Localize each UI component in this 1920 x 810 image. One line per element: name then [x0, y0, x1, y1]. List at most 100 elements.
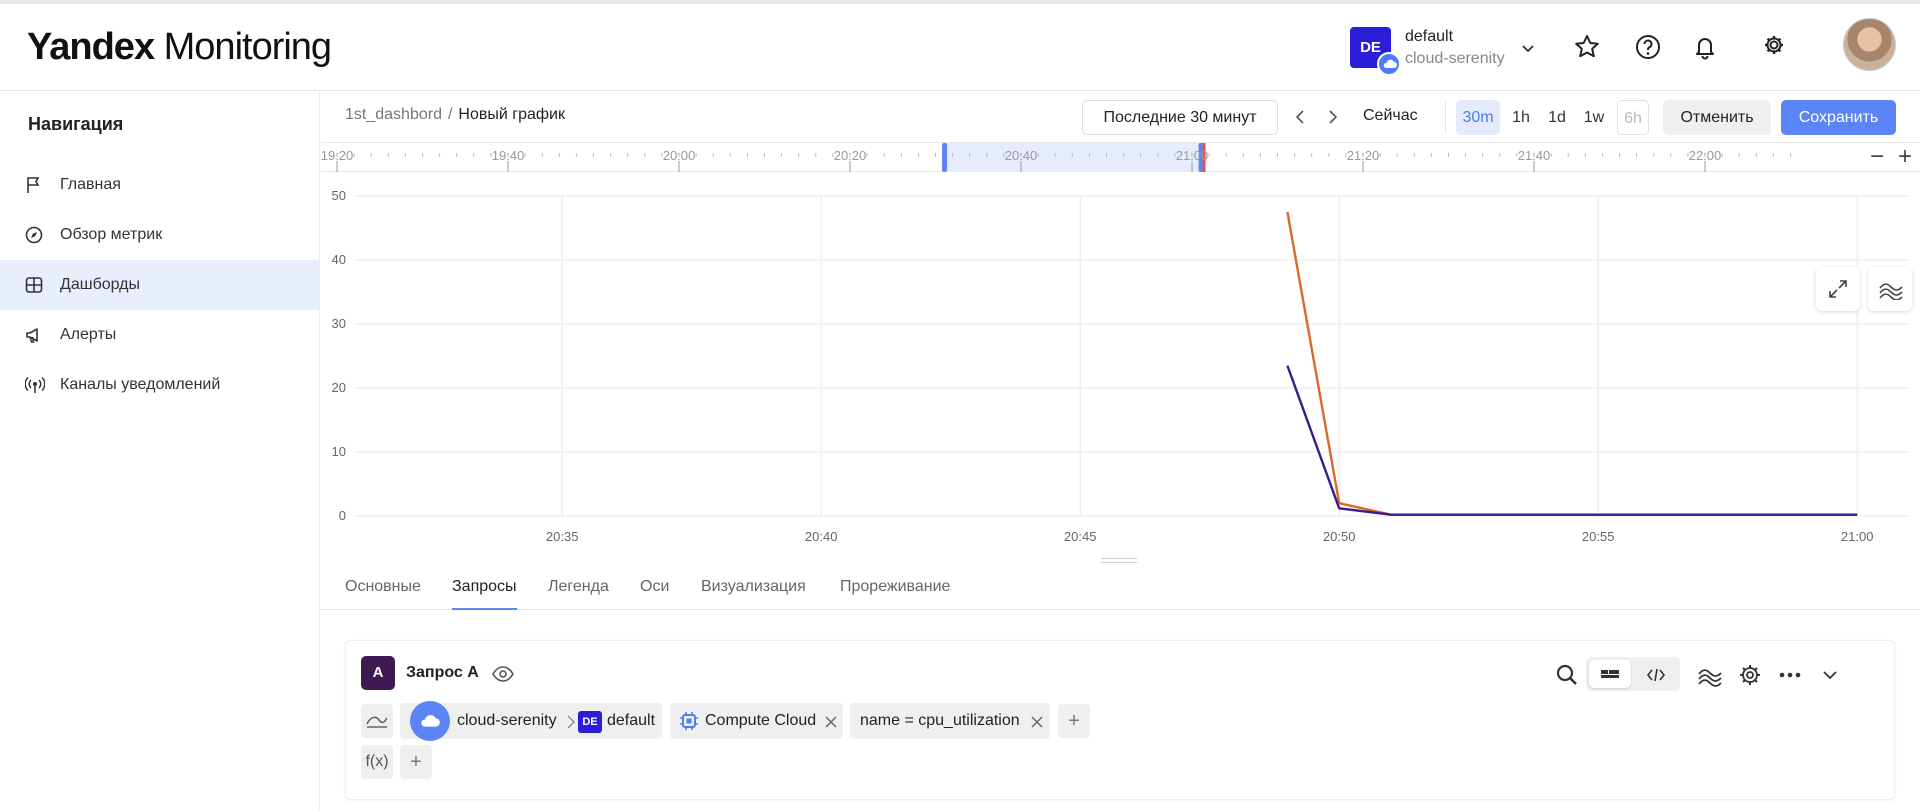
zoom-out-button[interactable]: − [1869, 143, 1884, 170]
series-line-0[interactable] [1286, 211, 1858, 516]
sidebar-item-label: Дашборды [60, 276, 140, 293]
compass-icon [25, 226, 43, 244]
logo-yandex: Yandex [27, 26, 155, 68]
gear-icon[interactable] [1759, 30, 1789, 60]
tab-queries[interactable]: Запросы [452, 578, 517, 610]
chart-legend-button[interactable] [1868, 267, 1912, 311]
timeline-tick-label: 21:40 [1518, 148, 1551, 163]
series-line-1[interactable] [1286, 365, 1858, 516]
gear-icon[interactable] [1736, 661, 1764, 689]
main-content: 1st_dashbord / Новый график Последние 30 м… [321, 92, 1920, 810]
time-chip-1d[interactable]: 1d [1548, 109, 1566, 126]
chevron-down-icon[interactable] [1816, 661, 1844, 689]
org-switcher[interactable]: DE default cloud-serenity [1350, 26, 1540, 76]
x-tick-label: 20:35 [546, 529, 579, 544]
logo[interactable]: Yandex Monitoring [27, 26, 332, 69]
sidebar-item-channels[interactable]: Каналы уведомлений [0, 360, 320, 410]
service-chip[interactable]: Compute Cloud [670, 703, 843, 739]
save-button[interactable]: Сохранить [1781, 100, 1896, 135]
x-tick-label: 20:40 [805, 529, 838, 544]
folder-badge: DE [578, 711, 602, 733]
chevron-down-icon [1522, 45, 1534, 53]
timeline-tick-label: 19:40 [492, 148, 525, 163]
tab-legend[interactable]: Легенда [548, 578, 609, 595]
sidebar-item-home[interactable]: Главная [0, 160, 320, 210]
breadcrumb-current: Новый график [458, 106, 565, 123]
timeline-scale[interactable]: 19:20 19:40 20:00 20:20 20:40 21:00 21:20 21:40… [321, 143, 1861, 173]
chart-area[interactable]: 0 10 20 30 40 50 20:35 20:40 20:45 20:50 20:55 21:0… [321, 182, 1920, 562]
visual-mode-button[interactable] [1589, 660, 1631, 688]
timeline-tick-label: 21:20 [1347, 148, 1380, 163]
tab-downsampling[interactable]: Прореживание [840, 578, 951, 595]
filter-chip[interactable]: name = cpu_utilization [850, 703, 1050, 739]
timeline-handle-right[interactable] [1198, 143, 1204, 172]
app-header: Yandex Monitoring DE default cloud-seren… [0, 4, 1920, 91]
time-chip-1h[interactable]: 1h [1512, 109, 1530, 126]
top-border [0, 0, 1920, 4]
code-mode-button[interactable] [1635, 660, 1677, 688]
function-button[interactable]: f(x) [361, 745, 393, 779]
cancel-button[interactable]: Отменить [1663, 100, 1771, 135]
time-chip-30m[interactable]: 30m [1456, 100, 1500, 135]
add-function-button[interactable]: + [400, 745, 432, 779]
y-tick-label: 10 [332, 444, 346, 459]
chevron-left-icon[interactable] [1294, 109, 1308, 125]
time-chip-1w[interactable]: 1w [1583, 109, 1605, 126]
fullscreen-button[interactable] [1816, 267, 1860, 311]
timeline-tick-label: 20:00 [663, 148, 696, 163]
close-icon[interactable] [825, 716, 837, 728]
add-selector-button[interactable]: + [1058, 704, 1090, 738]
help-icon[interactable] [1633, 32, 1663, 62]
tab-axes[interactable]: Оси [640, 578, 670, 595]
timeline-now-marker [1202, 143, 1206, 172]
timeline-handle-left[interactable] [942, 143, 948, 172]
chart-type-button[interactable] [361, 704, 393, 738]
y-tick-label: 40 [332, 252, 346, 267]
query-title: Запрос A [406, 664, 479, 681]
line-chart[interactable]: 0 10 20 30 40 50 20:35 20:40 20:45 20:50 20:55 21:0… [321, 182, 1920, 562]
star-icon[interactable] [1572, 32, 1602, 62]
time-range-button[interactable]: Последние 30 минут [1082, 100, 1278, 135]
sidebar-item-label: Каналы уведомлений [60, 376, 221, 393]
timeline-selection[interactable] [944, 143, 1201, 172]
sidebar-item-alerts[interactable]: Алерты [0, 310, 320, 360]
bell-icon[interactable] [1690, 32, 1720, 62]
sidebar-item-metrics[interactable]: Обзор метрик [0, 210, 320, 260]
line-chart-icon [366, 716, 388, 728]
y-tick-label: 50 [332, 188, 346, 203]
user-avatar[interactable] [1843, 18, 1896, 71]
time-chip-6h: 6h [1617, 100, 1649, 135]
timeline-tick-label: 20:20 [834, 148, 867, 163]
x-tick-label: 20:55 [1582, 529, 1615, 544]
timeline-tick-label: 22:00 [1689, 148, 1722, 163]
sidebar-item-label: Алерты [60, 326, 117, 343]
x-tick-label: 21:00 [1841, 529, 1874, 544]
filter-label: name = cpu_utilization [860, 712, 1020, 729]
search-icon[interactable] [1553, 661, 1581, 689]
editor-tabs: Основные Запросы Легенда Оси Визуализаци… [321, 564, 1920, 610]
timeline-navigator[interactable]: 19:20 19:40 20:00 20:20 20:40 21:00 21:20 21:40… [321, 142, 1920, 172]
eye-icon[interactable] [492, 665, 514, 683]
zoom-in-button[interactable]: + [1897, 143, 1912, 170]
sidebar-item-label: Главная [60, 176, 121, 193]
query-mode-switch [1586, 657, 1680, 691]
expand-icon [1829, 280, 1847, 298]
org-name: default [1405, 28, 1454, 45]
tab-main[interactable]: Основные [345, 578, 421, 595]
series-icon[interactable] [1696, 662, 1724, 690]
sidebar-item-dashboards[interactable]: Дашборды [0, 260, 320, 310]
more-icon[interactable] [1776, 661, 1804, 689]
logo-monitoring: Monitoring [163, 26, 332, 68]
tab-visualization[interactable]: Визуализация [701, 578, 806, 595]
cloud-icon [1377, 52, 1401, 76]
chevron-right-icon[interactable] [1325, 109, 1339, 125]
close-icon[interactable] [1031, 716, 1043, 728]
now-button[interactable]: Сейчас [1363, 107, 1418, 124]
org-cloud-name: cloud-serenity [1405, 50, 1505, 67]
blocks-icon [1601, 670, 1619, 678]
chevron-right-icon [567, 715, 575, 729]
breadcrumb-dashboard[interactable]: 1st_dashbord [345, 106, 442, 123]
resize-handle[interactable] [1101, 558, 1137, 563]
nav-title: Навигация [28, 114, 124, 134]
source-chip[interactable]: cloud-serenity DE default [400, 701, 662, 741]
